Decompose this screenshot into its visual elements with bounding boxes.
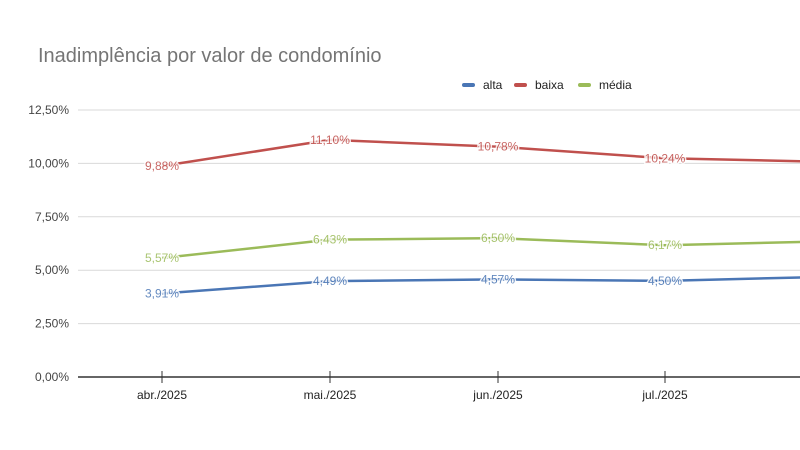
data-label: 6,43% [313, 233, 347, 247]
x-tick-label: jul./2025 [641, 388, 688, 402]
data-label: 4,50% [648, 274, 682, 288]
legend-swatch [578, 83, 591, 87]
data-label: 9,88% [145, 159, 179, 173]
data-label: 11,10% [310, 133, 350, 147]
data-label: 10,24% [645, 151, 686, 165]
data-label: 4,49% [313, 274, 347, 288]
y-tick-label: 2,50% [35, 317, 69, 331]
x-tick-label: jun./2025 [472, 388, 523, 402]
series-group: 3,91% 4,49% 4,57% 4,50% 9,88% 11,10% 10,78% 10,… [143, 131, 800, 302]
y-tick-label: 7,50% [35, 210, 69, 224]
series-alta: 3,91% 4,49% 4,57% 4,50% [143, 271, 800, 302]
legend-item-1[interactable]: baixa [514, 78, 564, 92]
legend-item-0[interactable]: alta [462, 78, 503, 92]
legend-swatch [462, 83, 475, 87]
legend-swatch [514, 83, 527, 87]
series-baixa: 9,88% 11,10% 10,78% 10,24% [143, 131, 800, 174]
x-tick-label: mai./2025 [304, 388, 357, 402]
y-axis: 0,00% 2,50% 5,00% 7,50% 10,00% 12,50% [28, 103, 69, 384]
data-label: 3,91% [145, 286, 179, 300]
y-tick-label: 10,00% [28, 156, 69, 170]
data-label: 6,17% [648, 238, 682, 252]
gridlines [78, 109, 800, 325]
data-label: 5,57% [145, 251, 179, 265]
data-label: 4,57% [481, 272, 515, 286]
series-média: 5,57% 6,43% 6,50% 6,17% [143, 230, 800, 267]
y-tick-label: 12,50% [28, 103, 69, 117]
chart-title: Inadimplência por valor de condomínio [38, 45, 382, 67]
legend-item-2[interactable]: média [578, 78, 632, 92]
data-label: 6,50% [481, 231, 515, 245]
legend: alta baixa média [462, 78, 632, 92]
data-label: 10,78% [478, 140, 519, 154]
y-tick-label: 5,00% [35, 263, 69, 277]
x-tick-label: abr./2025 [137, 388, 187, 402]
legend-label: média [599, 78, 632, 92]
legend-label: baixa [535, 78, 564, 92]
y-tick-label: 0,00% [35, 370, 69, 384]
legend-label: alta [483, 78, 503, 92]
x-axis: abr./2025 mai./2025 jun./2025 jul./2025 [78, 371, 800, 402]
